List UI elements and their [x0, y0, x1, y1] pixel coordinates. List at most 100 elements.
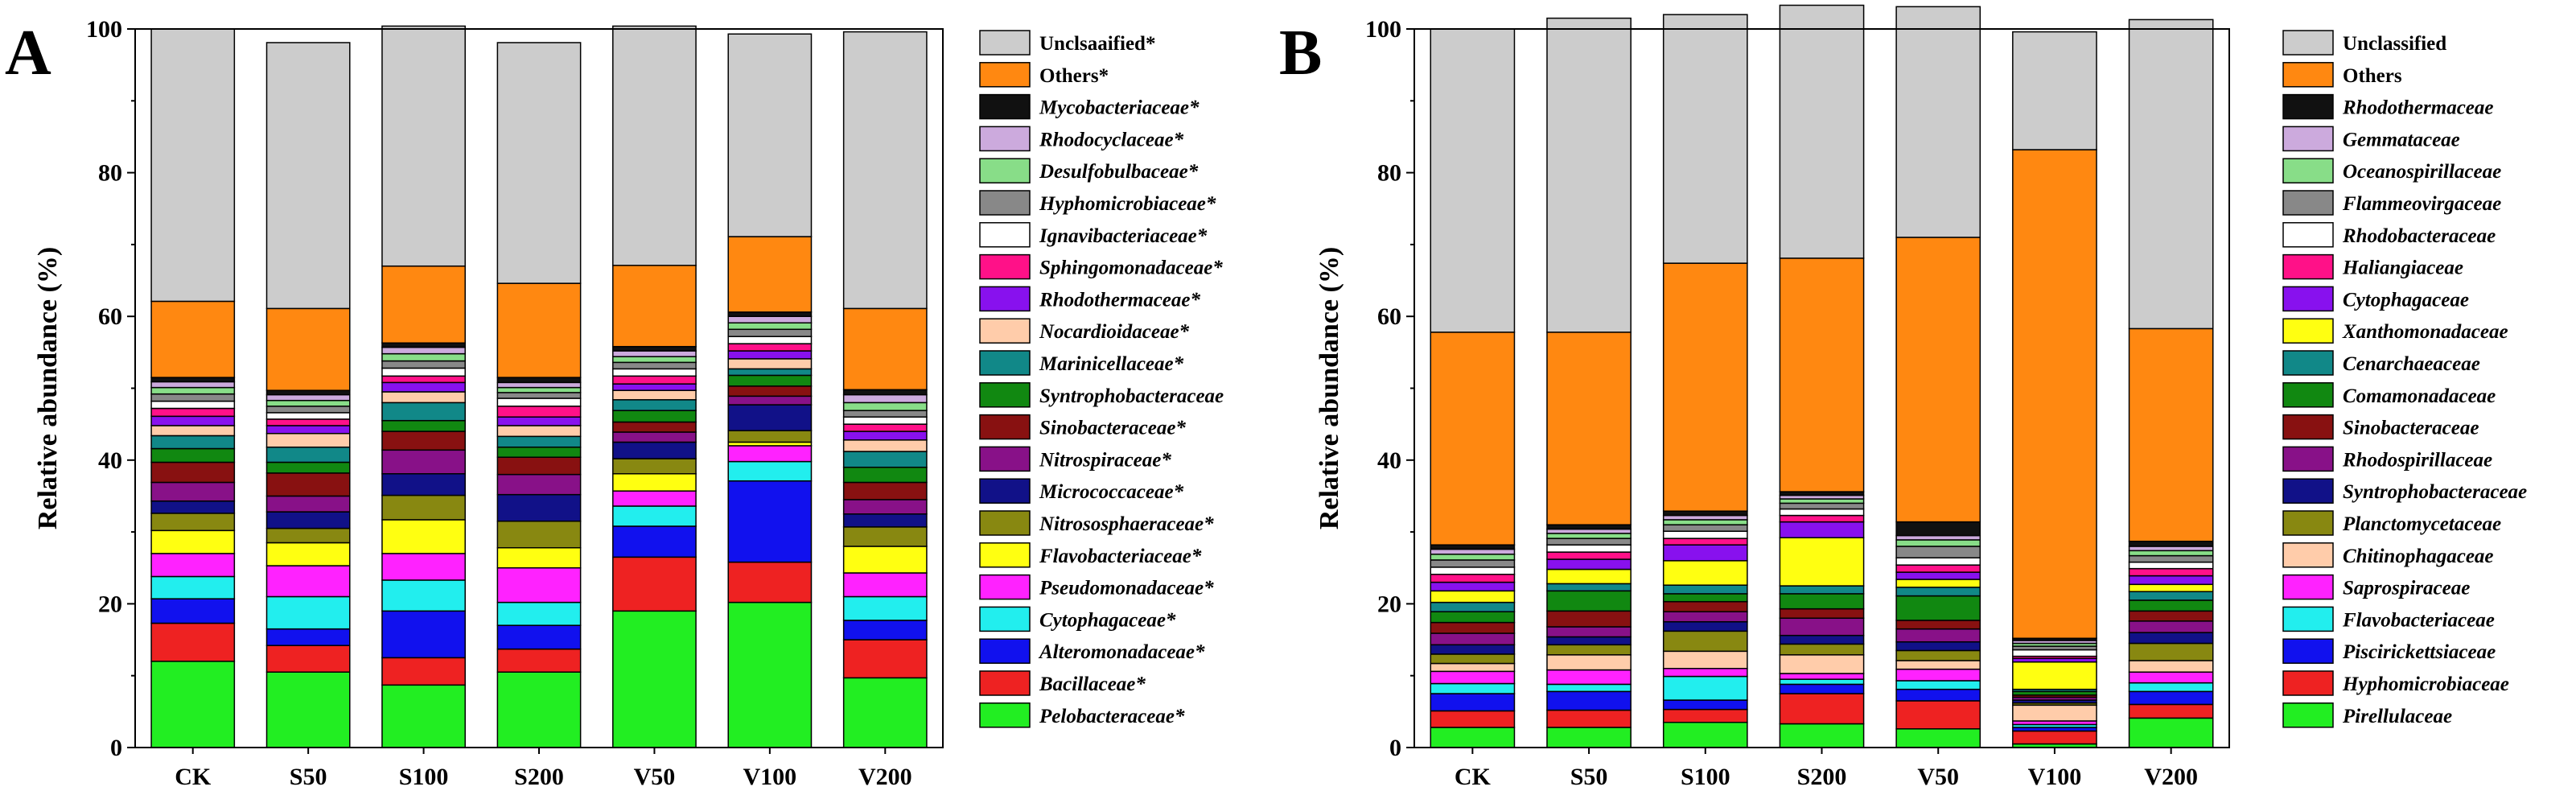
panel-b-bar-s100-planctomycetaceae: [1662, 630, 1748, 653]
panel-b-legend-label-flammeovirgaceae: Flammeovirgaceae: [2342, 193, 2501, 215]
panel-a-bar-s100-pelobacteraceae: [381, 684, 466, 748]
panel-a-legend-swatch-hyphomicrobiaceae: [979, 190, 1031, 216]
panel-b-bar-s50-flavobacteriaceae: [1546, 683, 1632, 693]
panel-b-legend-label-rhodothermaceae: Rhodothermaceae: [2342, 97, 2494, 119]
panel-a-x-tick-label-v50: V50: [634, 764, 676, 790]
panel-b-bar-s50-others: [1546, 332, 1632, 525]
panel-a-bar-v50-nitrospiraceae: [612, 431, 697, 443]
panel-b-legend-swatch-others: [2282, 62, 2334, 88]
panel-b-bar-v200-unclassified: [2128, 19, 2214, 330]
panel-b-legend-swatch-unclassified: [2282, 30, 2334, 56]
panel-a-bar-s100-rhodocyclaceae: [381, 346, 466, 355]
panel-a-legend-swatch-flavobacteriaceae: [979, 542, 1031, 568]
panel-a-bar-v100-others: [727, 236, 813, 313]
panel-a-legend-label-desulfobulbaceae: Desulfobulbaceae*: [1039, 161, 1199, 183]
panel-b-legend-swatch-piscirickettsiaceae: [2282, 638, 2334, 664]
panel-b-bar-v50-xanthomonadaceae: [1895, 579, 1981, 588]
panel-a-bar-s50-micrococcaceae: [265, 511, 351, 529]
panel-b-bar-s50-sinobacteraceae: [1546, 610, 1632, 628]
panel-a-legend-swatch-marinicellaceae: [979, 350, 1031, 376]
panel-b-x-tick-label-s100: S100: [1681, 764, 1730, 790]
panel-b-bar-s200-sinobacteraceae: [1779, 608, 1865, 620]
panel-b-bar-v50-unclassified: [1895, 6, 1981, 238]
panel-b-bar-ck-chitinophagaceae: [1430, 662, 1516, 673]
panel-b-bar-v50-chitinophagaceae: [1895, 660, 1981, 670]
panel-b-legend-label-xanthomonadaceae: Xanthomonadaceae: [2342, 321, 2508, 343]
panel-b-legend-label-flavobacteriaceae: Flavobacteriaceae: [2342, 609, 2495, 631]
panel-b-legend-swatch-flammeovirgaceae: [2282, 190, 2334, 216]
panel-a-legend-swatch-cytophagaceae: [979, 606, 1031, 632]
panel-a-bar-v50-mycobacteriaceae: [612, 345, 697, 352]
panel-a-bar-s50-sphingomonadaceae: [265, 418, 351, 426]
panel-a-bar-s100-ignavibacteriaceae: [381, 367, 466, 377]
panel-b-bar-v200-xanthomonadaceae: [2128, 583, 2214, 592]
panel-b-legend-label-pirellulaceae: Pirellulaceae: [2342, 706, 2452, 727]
panel-a-legend-swatch-nitrospiraceae: [979, 446, 1031, 472]
panel-b-bar-s50-saprospiraceae: [1546, 669, 1632, 686]
panel-b-bar-s200-others: [1779, 257, 1865, 492]
panel-a-bar-v50-micrococcaceae: [612, 441, 697, 459]
panel-a-bar-v200-micrococcaceae: [842, 513, 928, 528]
panel-a-legend-label-pelobacteraceae: Pelobacteraceae*: [1039, 706, 1185, 727]
panel-b-bar-s50-haliangiaceae: [1546, 551, 1632, 560]
panel-b-bar-v200-saprospiraceae: [2128, 671, 2214, 684]
panel-b-legend-swatch-planctomycetaceae: [2282, 510, 2334, 536]
panel-b-bar-s200-cenarchaeaceae: [1779, 585, 1865, 595]
panel-b-bar-s50-unclassified: [1546, 17, 1632, 333]
panel-a-bar-v50-cytophagaceae: [612, 505, 697, 527]
panel-a-bar-s50-hyphomicrobiaceae: [265, 406, 351, 414]
panel-a-x-tick-label-s200: S200: [514, 764, 564, 790]
panel-a-bar-s50-unclsaaified: [265, 42, 351, 310]
panel-a-legend-label-nitrospiraceae: Nitrospiraceae*: [1039, 449, 1171, 471]
panel-b-bar-v200-rhodospirillaceae: [2128, 620, 2214, 633]
panel-a-bar-ck-pelobacteraceae: [150, 661, 236, 748]
panel-b-bar-v50-rhodobacteraceae: [1895, 557, 1981, 566]
panel-a-y-tick-label-100: 100: [86, 16, 122, 43]
panel-b-bar-s100-sinobacteraceae: [1662, 600, 1748, 612]
panel-b-bar-s100-pirellulaceae: [1662, 721, 1748, 748]
panel-a-bar-s50-syntrophobacteraceae: [265, 461, 351, 474]
panel-a-legend-swatch-nocardioidaceae: [979, 318, 1031, 344]
panel-b-legend-swatch-flavobacteriaceae: [2282, 606, 2334, 632]
panel-a-bar-s100-marinicellaceae: [381, 402, 466, 422]
panel-b-legend-label-syntrophobacteraceae: Syntrophobacteraceae: [2343, 481, 2527, 503]
panel-b-bar-v200-rhodobacteraceae: [2128, 561, 2214, 570]
panel-b-bar-v50-syntrophobacteraceae: [1895, 641, 1981, 652]
panel-a-bar-ck-rhodocyclaceae: [150, 381, 236, 389]
panel-a-letter: A: [5, 18, 51, 89]
panel-b-legend-label-sinobacteraceae: Sinobacteraceae: [2343, 418, 2479, 439]
panel-a-x-tick-label-ck: CK: [175, 764, 212, 790]
panel-b-bar-s200-saprospiraceae: [1779, 673, 1865, 680]
panel-b-bar-v50-others: [1895, 237, 1981, 523]
panel-b-bar-v100-unclassified: [2012, 31, 2097, 150]
panel-b-bar-s100-cenarchaeaceae: [1662, 584, 1748, 595]
panel-b-bar-v50-sinobacteraceae: [1895, 620, 1981, 630]
panel-b-bar-s200-piscirickettsiaceae: [1779, 683, 1865, 694]
panel-b-bar-s100-saprospiraceae: [1662, 668, 1748, 678]
panel-a-legend-label-hyphomicrobiaceae: Hyphomicrobiaceae*: [1039, 193, 1216, 215]
panel-a-bar-s100-desulfobulbaceae: [381, 352, 466, 362]
panel-a-bar-s50-rhodothermaceae: [265, 425, 351, 435]
panel-a-bar-s100-others: [381, 265, 466, 344]
panel-a-legend-swatch-bacillaceae: [979, 670, 1031, 696]
panel-b-bar-ck-cytophagaceae: [1430, 581, 1516, 592]
panel-b-y-tick-label-40: 40: [1377, 447, 1401, 474]
panel-b-bar-v200-rhodothermaceae: [2128, 540, 2214, 547]
panel-a-bar-v100-nocardioidaceae: [727, 358, 813, 370]
panel-b-bar-s50-cytophagaceae: [1546, 558, 1632, 571]
panel-a-bar-s100-flavobacteriaceae: [381, 519, 466, 554]
panel-a-bar-v50-pelobacteraceae: [612, 610, 697, 748]
panel-a-bar-s200-flavobacteriaceae: [496, 546, 582, 569]
panel-b-bar-v50-saprospiraceae: [1895, 668, 1981, 682]
panel-b-bar-s100-rhodospirillaceae: [1662, 611, 1748, 623]
panel-a-bar-v100-unclsaaified: [727, 33, 813, 237]
panel-b-bar-ck-others: [1430, 332, 1516, 546]
panel-b-legend-swatch-saprospiraceae: [2282, 574, 2334, 600]
panel-b-bar-ck-haliangiaceae: [1430, 574, 1516, 583]
panel-b-bar-v200-cenarchaeaceae: [2128, 591, 2214, 601]
panel-b-bar-v50-flammeovirgaceae: [1895, 546, 1981, 558]
panel-a-bar-v200-sphingomonadaceae: [842, 423, 928, 432]
panel-a-bar-ck-nitrospiraceae: [150, 481, 236, 502]
panel-a-plot-frame: [134, 28, 944, 748]
